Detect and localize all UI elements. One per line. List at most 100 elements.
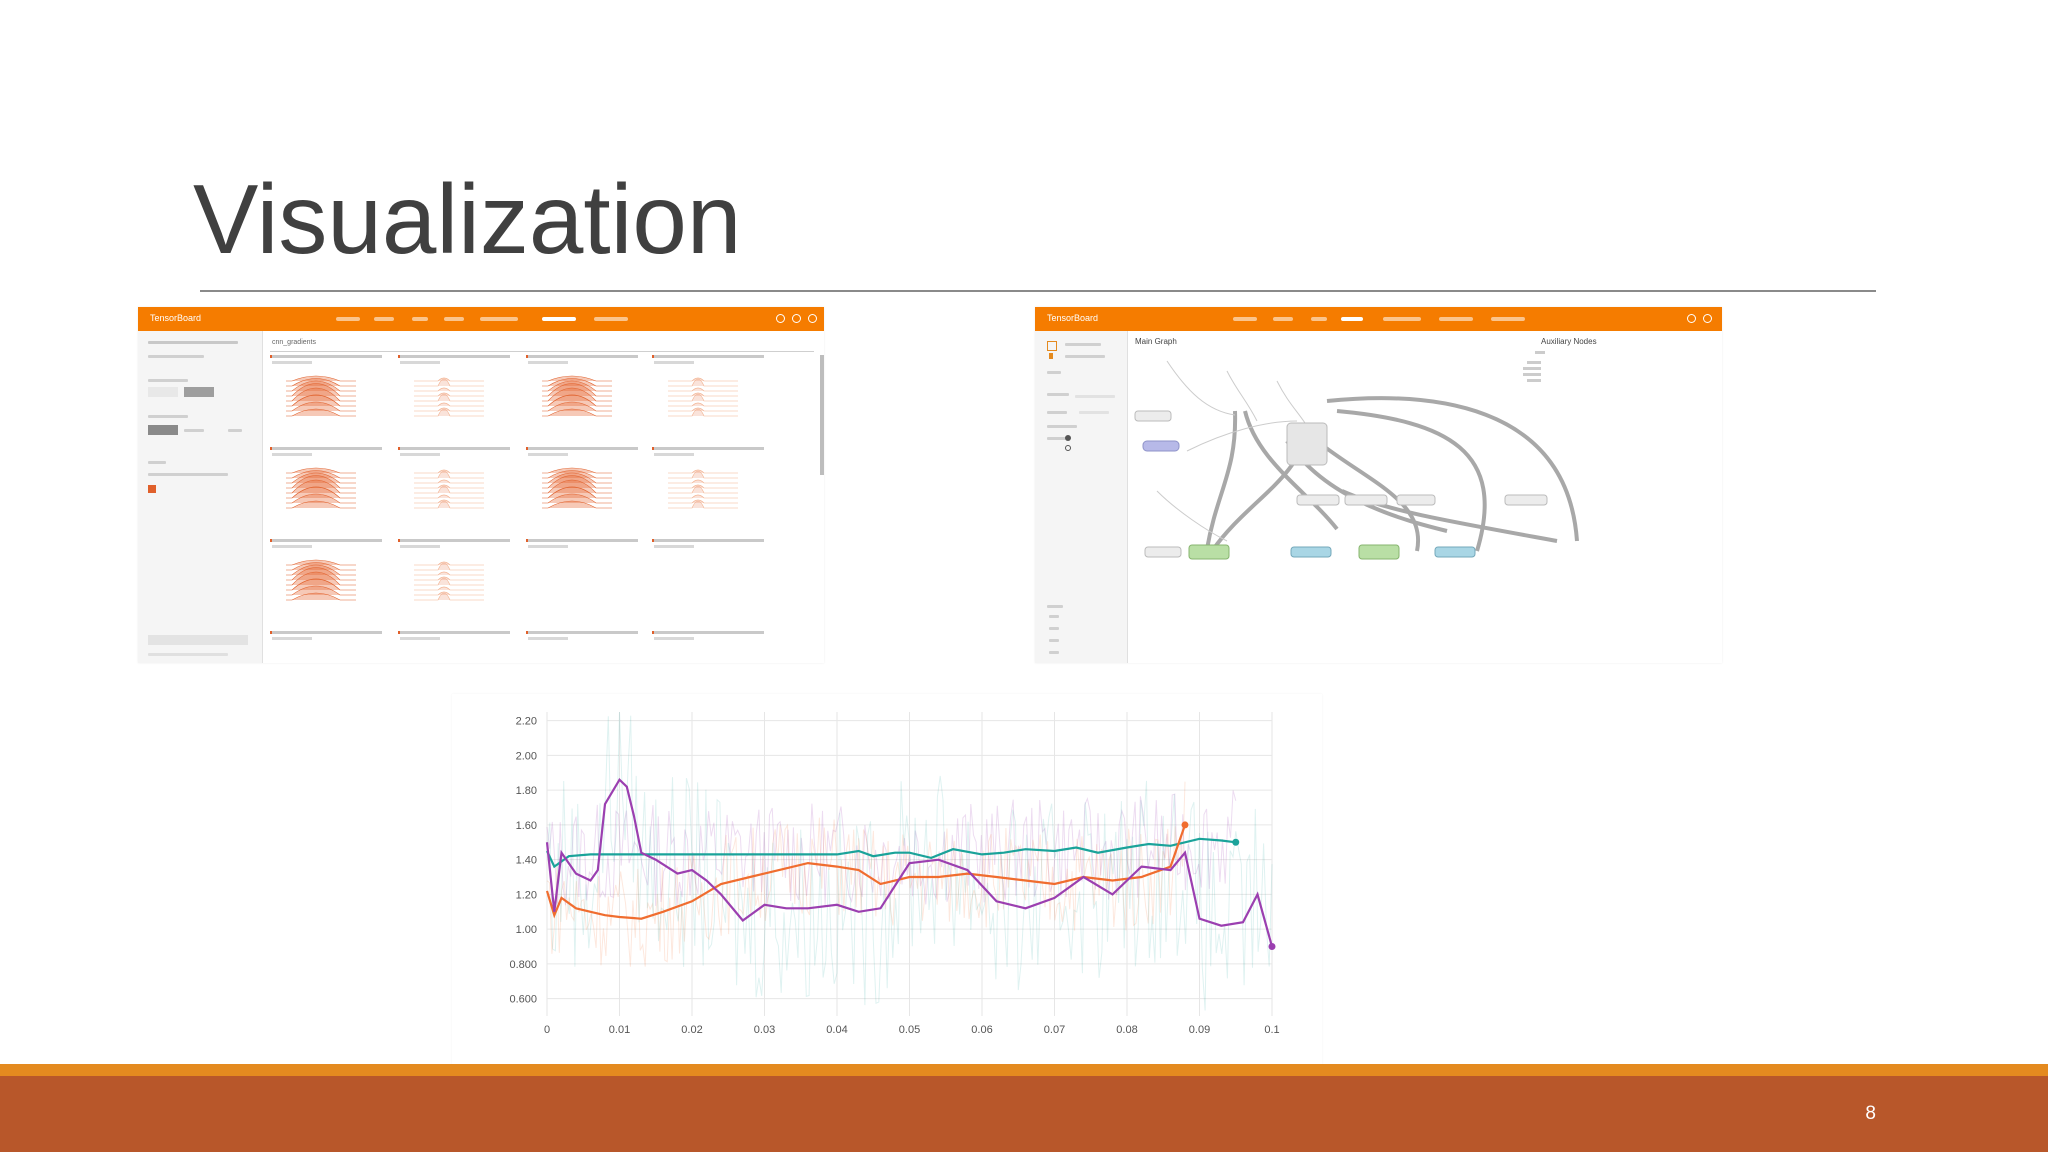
footer-accent-line (0, 1064, 2048, 1076)
histogram-plot (668, 469, 738, 509)
histogram-slice (542, 383, 612, 397)
histogram-slice (414, 561, 484, 566)
nav-tab-audio[interactable] (412, 317, 428, 321)
histogram-slice (542, 475, 612, 489)
histogram-plot (414, 377, 484, 417)
histogram-slice (414, 586, 484, 591)
histogram-slice (286, 401, 356, 412)
histogram-slice (414, 577, 484, 586)
histogram-card[interactable] (652, 631, 770, 663)
histogram-slice (668, 378, 738, 387)
histogram-card[interactable] (652, 447, 770, 531)
x-tick-label: 0.03 (754, 1024, 775, 1036)
nav-tab-embeddings[interactable] (594, 317, 628, 321)
histogram-slice (542, 375, 612, 382)
histogram-card[interactable] (270, 447, 388, 531)
nav-tab-distributions[interactable] (480, 317, 518, 321)
histogram-card[interactable] (398, 539, 516, 623)
refresh-icon[interactable] (1687, 314, 1696, 323)
histogram-card[interactable] (652, 539, 770, 623)
histogram-card[interactable] (398, 355, 516, 439)
nav-tab-distributions[interactable] (1383, 317, 1421, 321)
histogram-card[interactable] (270, 539, 388, 623)
histogram-slice (668, 494, 738, 499)
nav-tab-graphs[interactable] (1341, 317, 1363, 321)
histogram-slice (286, 578, 356, 591)
histogram-plot (414, 561, 484, 601)
histogram-slice (414, 393, 484, 402)
y-tick-label: 0.800 (509, 959, 537, 971)
histogram-slice (414, 591, 484, 596)
histogram-card[interactable] (398, 631, 516, 663)
search-query: cnn_gradients (272, 339, 316, 346)
histogram-plot (542, 467, 612, 509)
histogram-card[interactable] (270, 631, 388, 663)
settings-icon[interactable] (1703, 314, 1712, 323)
x-tick-label: 0.08 (1116, 1024, 1137, 1036)
histogram-slice (414, 377, 484, 382)
nav-tab-audio[interactable] (1311, 317, 1327, 321)
histogram-slice (668, 387, 738, 392)
y-tick-label: 1.80 (516, 785, 537, 797)
nav-tab-histograms[interactable] (1439, 317, 1473, 321)
histogram-plot (286, 375, 356, 417)
histogram-slice (414, 470, 484, 479)
histogram-slice (286, 380, 356, 392)
histogram-slice (668, 377, 738, 382)
nav-tab-histograms[interactable] (542, 317, 576, 321)
histogram-slice (286, 394, 356, 407)
histogram-slice (286, 564, 356, 576)
nav-tab-graphs[interactable] (444, 317, 464, 321)
y-tick-label: 1.60 (516, 820, 537, 832)
histogram-plot (286, 467, 356, 509)
histogram-slice (668, 392, 738, 397)
histogram-slice (668, 484, 738, 489)
nav-tab-embeddings[interactable] (1491, 317, 1525, 321)
help-icon[interactable] (808, 314, 817, 323)
histogram-card[interactable] (652, 355, 770, 439)
x-tick-label: 0.06 (971, 1024, 992, 1036)
nav-tab-images[interactable] (1273, 317, 1293, 321)
computation-graph[interactable] (1127, 331, 1722, 663)
histogram-card[interactable] (526, 447, 644, 531)
histogram-slice (286, 567, 356, 581)
nav-tab-scalars[interactable] (336, 317, 360, 321)
histogram-card[interactable] (526, 631, 644, 663)
x-tick-label: 0 (544, 1024, 550, 1036)
nav-tab-images[interactable] (374, 317, 394, 321)
histogram-slice (286, 378, 356, 387)
histogram-slice (668, 500, 738, 509)
histogram-slice (542, 472, 612, 484)
nav-tab-scalars[interactable] (1233, 317, 1257, 321)
series-line (545, 824, 1187, 920)
histogram-plot (668, 377, 738, 417)
scrollbar[interactable] (820, 355, 824, 475)
histogram-slice (414, 378, 484, 387)
x-tick-label: 0.05 (899, 1024, 920, 1036)
histogram-plot (286, 559, 356, 601)
histogram-slice (668, 479, 738, 484)
histogram-card[interactable] (526, 539, 644, 623)
histogram-slice (414, 479, 484, 484)
histogram-slice (414, 592, 484, 601)
histogram-slice (668, 402, 738, 407)
histogram-slice (668, 469, 738, 474)
histogram-slice (414, 469, 484, 474)
histogram-slice (414, 387, 484, 392)
histogram-card[interactable] (398, 447, 516, 531)
histogram-slice (542, 493, 612, 504)
refresh-icon[interactable] (776, 314, 785, 323)
main-graph-title: Main Graph (1135, 337, 1177, 346)
histogram-card[interactable] (526, 355, 644, 439)
histogram-slice (414, 499, 484, 504)
search-field[interactable]: cnn_gradients (270, 339, 814, 352)
histogram-slice (414, 562, 484, 571)
histogram-slice (542, 394, 612, 407)
histogram-slice (414, 402, 484, 407)
settings-icon[interactable] (792, 314, 801, 323)
histogram-card[interactable] (270, 355, 388, 439)
histogram-slice (542, 401, 612, 412)
histogram-plot (542, 375, 612, 417)
histogram-slice (668, 407, 738, 412)
histogram-slice (286, 375, 356, 382)
